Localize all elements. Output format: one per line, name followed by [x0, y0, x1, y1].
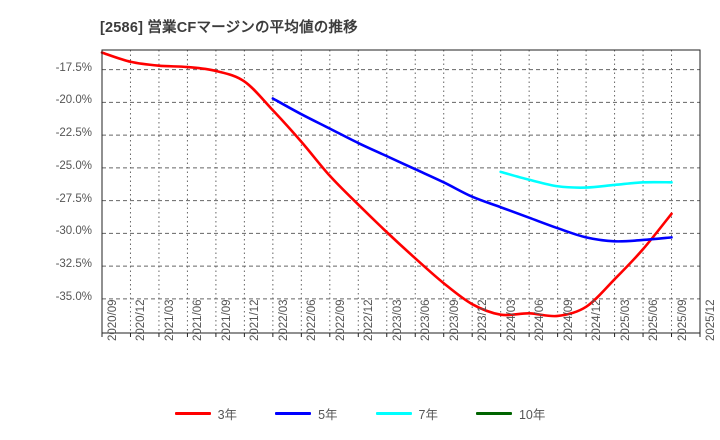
legend-swatch-icon	[375, 412, 412, 415]
legend-item-label: 7年	[418, 408, 438, 422]
x-tick-label: 2025/09	[676, 299, 689, 341]
x-tick-label: 2021/12	[249, 299, 262, 341]
legend-item-label: 3年	[217, 408, 238, 422]
y-tick-label: -22.5%	[55, 127, 92, 140]
x-tick-label: 2022/09	[334, 299, 347, 341]
x-tick-label: 2025/03	[619, 299, 632, 341]
legend-item-3年[interactable]: 3年	[174, 404, 238, 423]
y-tick-label: -17.5%	[55, 61, 92, 74]
x-tick-label: 2021/06	[192, 299, 205, 341]
x-tick-label: 2025/06	[648, 299, 661, 341]
series-line-2	[499, 170, 673, 189]
legend-item-5年[interactable]: 5年	[275, 404, 338, 423]
y-tick-label: -32.5%	[55, 258, 92, 271]
x-tick-label: 2022/12	[363, 299, 376, 341]
y-tick-label: -30.0%	[55, 225, 92, 238]
series-layer	[100, 51, 673, 318]
x-tick-label: 2021/03	[163, 299, 176, 341]
x-tick-label: 2023/06	[420, 299, 433, 341]
x-tick-label: 2020/09	[107, 299, 119, 341]
legend-item-label: 5年	[318, 408, 338, 422]
legend-swatch-icon	[275, 412, 312, 415]
legend-item-10年[interactable]: 10年	[475, 404, 546, 423]
x-tick-label: 2021/09	[220, 299, 233, 341]
series-line-1	[271, 97, 673, 243]
legend-item-label: 10年	[518, 408, 546, 422]
x-tick-label: 2025/12	[705, 299, 717, 341]
legend-item-7年[interactable]: 7年	[375, 404, 438, 423]
x-tick-label: 2020/12	[135, 299, 148, 341]
series-line-0	[100, 51, 673, 318]
x-tick-label: 2024/12	[591, 299, 604, 341]
y-tick-label: -20.0%	[55, 94, 92, 107]
x-tick-label: 2024/06	[534, 299, 547, 341]
plot-frame	[101, 49, 701, 334]
x-tick-label: 2024/09	[562, 299, 575, 341]
legend-swatch-icon	[475, 412, 512, 415]
x-tick-label: 2023/09	[448, 299, 461, 341]
x-tick-label: 2023/03	[391, 299, 404, 341]
y-tick-label: -35.0%	[55, 290, 92, 303]
x-tick-label: 2024/03	[505, 299, 518, 341]
x-tick-label: 2023/12	[477, 299, 490, 341]
y-tick-label: -27.5%	[55, 192, 92, 205]
grid-layer	[101, 50, 701, 337]
legend-swatch-icon	[174, 412, 211, 415]
x-tick-label: 2022/06	[306, 299, 319, 341]
y-tick-label: -25.0%	[55, 159, 92, 172]
chart-legend: 3年 5年 7年 10年	[0, 404, 720, 423]
x-tick-label: 2022/03	[277, 299, 290, 341]
page-title: [2586] 営業CFマージンの平均値の推移	[100, 20, 358, 36]
